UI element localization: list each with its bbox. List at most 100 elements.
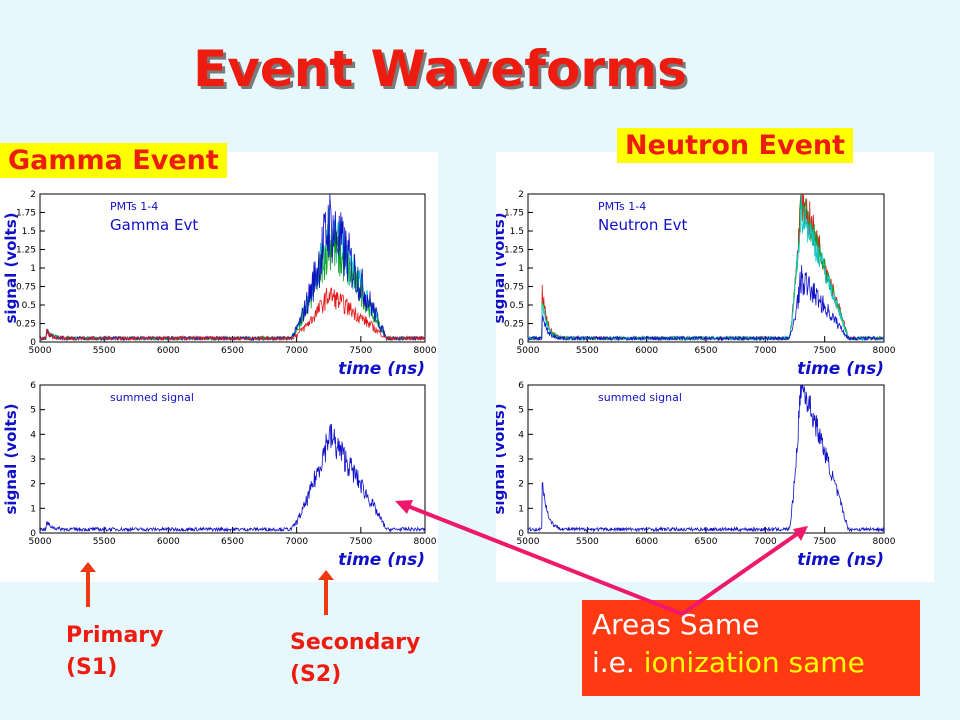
- x-tick-label: 7000: [754, 346, 777, 356]
- y-tick-label: 6: [30, 381, 36, 391]
- plot-area: 0 0.25 0.5 0.75 1 1.25 1.5 1.75 2 5000 5500 6000 650…: [2, 190, 437, 379]
- gamma-summed-chart: 0 1 2 3 4 5 6 5000 5500 6000 6500 7000 7500 8000 time …: [2, 381, 437, 570]
- x-tick-label: 6000: [157, 346, 180, 356]
- areas-same-note: Areas Same i.e. ionization same: [582, 600, 920, 696]
- y-tick-label: 0: [518, 338, 524, 348]
- x-tick-label: 5000: [29, 346, 52, 356]
- y-tick-label: 1.5: [22, 227, 36, 237]
- y-tick-label: 1: [30, 504, 36, 514]
- y-tick-label: 1.75: [16, 209, 36, 219]
- y-tick-label: 5: [30, 406, 36, 416]
- y-tick-label: 0.25: [16, 320, 36, 330]
- note-line2: i.e. ionization same: [592, 644, 910, 682]
- y-tick-label: 2: [518, 190, 524, 200]
- y-tick-label: 0: [30, 338, 36, 348]
- series-line-1: [39, 423, 426, 533]
- chart-inner-label: Gamma Evt: [110, 216, 198, 234]
- x-tick-label: 5000: [517, 346, 540, 356]
- y-tick-label: 1: [518, 264, 524, 274]
- note-line2-prefix: i.e.: [592, 645, 644, 679]
- y-tick-label: 3: [30, 455, 36, 465]
- neutron-event-label: Neutron Event: [617, 128, 854, 163]
- area-arrow-right: [680, 530, 802, 616]
- series-line-4: [39, 287, 426, 342]
- y-tick-label: 0.5: [510, 301, 524, 311]
- x-tick-label: 5500: [93, 346, 116, 356]
- x-tick-label: 6000: [157, 537, 180, 547]
- x-tick-label: 5500: [576, 537, 599, 547]
- secondary-caption: Secondary (S2): [290, 627, 420, 691]
- y-tick-label: 5: [518, 406, 524, 416]
- x-tick-label: 6500: [221, 537, 244, 547]
- chart-inner-label: PMTs 1-4: [110, 200, 158, 213]
- plot-area: 0 0.25 0.5 0.75 1 1.25 1.5 1.75 2 5000 5500 6000 650…: [496, 190, 896, 379]
- x-tick-label: 6000: [635, 537, 658, 547]
- series-line-4: [527, 265, 885, 342]
- y-tick-label: 2: [30, 480, 36, 490]
- plot-frame: [39, 193, 426, 343]
- page-title: Event Waveforms: [193, 40, 687, 98]
- primary-arrow-head: [80, 562, 96, 572]
- y-tick-label: 3: [518, 455, 524, 465]
- y-tick-label: 0.75: [16, 283, 36, 293]
- y-tick-label: 4: [518, 430, 524, 440]
- plot-area: 0 1 2 3 4 5 6 5000 5500 6000 6500 7000 7500 8000 time …: [2, 381, 437, 570]
- neutron-pmt-chart: 0 0.25 0.5 0.75 1 1.25 1.5 1.75 2 5000 5500 6000 650…: [496, 190, 896, 379]
- neutron-panel: 0 0.25 0.5 0.75 1 1.25 1.5 1.75 2 5000 5500 6000 650…: [496, 152, 934, 582]
- x-axis-label: time (ns): [338, 550, 425, 570]
- primary-caption: Primary (S1): [66, 620, 163, 684]
- plot-frame: [39, 384, 426, 534]
- y-tick-label: 2: [30, 190, 36, 200]
- y-axis-label: signal (volts): [496, 403, 508, 514]
- y-axis-label: signal (volts): [2, 212, 20, 323]
- x-axis-label: time (ns): [797, 359, 884, 379]
- x-tick-label: 6000: [635, 346, 658, 356]
- x-axis-label: time (ns): [338, 359, 425, 379]
- y-tick-label: 1.75: [504, 209, 524, 219]
- x-tick-label: 6500: [695, 346, 718, 356]
- secondary-arrow-head: [318, 570, 334, 580]
- x-tick-label: 7000: [285, 537, 308, 547]
- x-tick-label: 5500: [576, 346, 599, 356]
- series-line-3: [39, 193, 426, 342]
- y-tick-label: 1.25: [504, 246, 524, 256]
- y-tick-label: 0: [518, 529, 524, 539]
- x-tick-label: 7000: [285, 346, 308, 356]
- plot-frame: [527, 384, 885, 534]
- y-tick-label: 1: [30, 264, 36, 274]
- secondary-caption-line2: (S2): [290, 661, 342, 687]
- gamma-panel: 0 0.25 0.5 0.75 1 1.25 1.5 1.75 2 5000 5500 6000 650…: [0, 152, 438, 582]
- gamma-pmt-chart: 0 0.25 0.5 0.75 1 1.25 1.5 1.75 2 5000 5500 6000 650…: [2, 190, 437, 379]
- y-tick-label: 0: [30, 529, 36, 539]
- x-tick-label: 6500: [695, 537, 718, 547]
- neutron-summed-chart: 0 1 2 3 4 5 6 5000 5500 6000 6500 7000 7500 8000 time …: [496, 381, 896, 570]
- x-tick-label: 7500: [813, 346, 836, 356]
- x-tick-label: 6500: [221, 346, 244, 356]
- series-line-1: [527, 384, 885, 533]
- primary-caption-line1: Primary: [66, 623, 164, 648]
- y-tick-label: 1: [518, 504, 524, 514]
- y-tick-label: 6: [518, 381, 524, 391]
- chart-inner-label: summed signal: [598, 391, 682, 404]
- primary-caption-line2: (S1): [66, 654, 118, 680]
- chart-inner-label: PMTs 1-4: [598, 200, 646, 213]
- chart-inner-label: Neutron Evt: [598, 216, 687, 234]
- x-tick-label: 8000: [414, 537, 437, 547]
- y-tick-label: 0.25: [504, 320, 524, 330]
- x-tick-label: 7000: [754, 537, 777, 547]
- y-tick-label: 0.75: [504, 283, 524, 293]
- x-tick-label: 7500: [813, 537, 836, 547]
- x-tick-label: 8000: [414, 346, 437, 356]
- y-axis-label: signal (volts): [2, 403, 20, 514]
- x-tick-label: 8000: [873, 537, 896, 547]
- x-tick-label: 8000: [873, 346, 896, 356]
- y-tick-label: 4: [30, 430, 36, 440]
- area-arrow-left-head: [395, 500, 413, 514]
- x-tick-label: 5500: [93, 537, 116, 547]
- x-tick-label: 7500: [349, 346, 372, 356]
- y-tick-label: 0.5: [22, 301, 36, 311]
- y-tick-label: 2: [518, 480, 524, 490]
- chart-inner-label: summed signal: [110, 391, 194, 404]
- secondary-caption-line1: Secondary: [290, 630, 421, 655]
